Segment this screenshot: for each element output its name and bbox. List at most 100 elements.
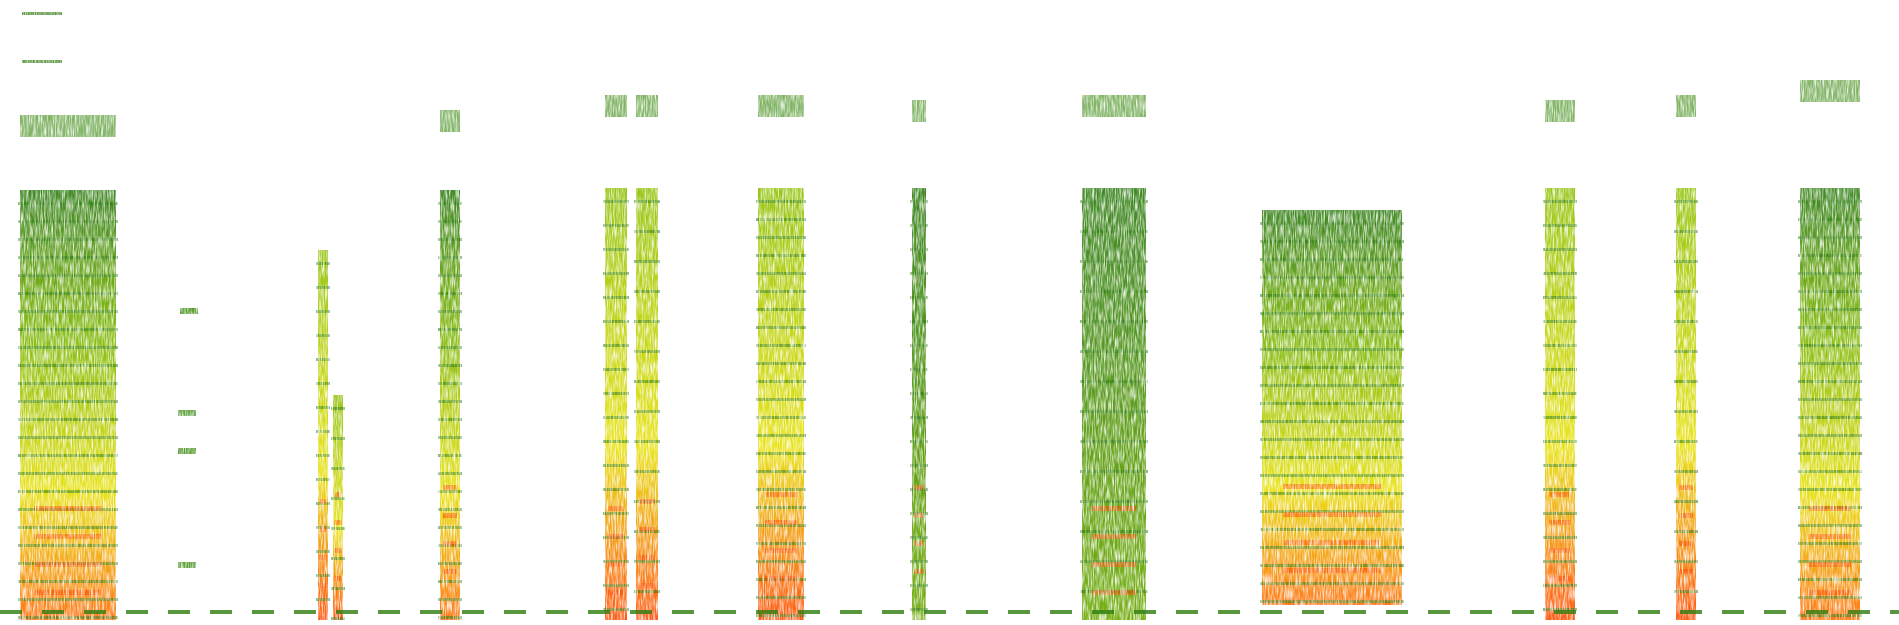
energy-peak	[34, 562, 101, 567]
top-tick-group	[22, 60, 62, 63]
harmonic-streak	[756, 218, 806, 221]
baseline-dash	[756, 610, 778, 614]
harmonic-streak	[331, 437, 345, 440]
harmonic-streak	[316, 454, 330, 457]
harmonic-streak	[910, 368, 928, 371]
segment-body	[318, 250, 328, 620]
spectrogram-segment	[316, 250, 330, 620]
baseline-dash	[1218, 610, 1240, 614]
harmonic-streak	[603, 584, 629, 587]
baseline-dash	[798, 610, 820, 614]
harmonic-streak	[1798, 218, 1862, 221]
harmonic-streak	[756, 290, 806, 293]
energy-peak	[335, 548, 342, 553]
harmonic-streak	[1543, 200, 1577, 203]
energy-peak	[914, 485, 924, 490]
baseline-dash	[1134, 610, 1156, 614]
harmonic-streak	[438, 202, 462, 205]
harmonic-streak	[634, 320, 660, 323]
energy-peak	[335, 520, 342, 525]
harmonic-streak	[1543, 368, 1577, 371]
baseline-dash	[210, 610, 232, 614]
baseline-dash	[126, 610, 148, 614]
energy-peak	[639, 583, 654, 588]
baseline-dash	[1638, 610, 1660, 614]
harmonic-streak	[316, 334, 330, 337]
harmonic-streak	[316, 406, 330, 409]
top-tick	[22, 12, 62, 15]
harmonic-streak	[1260, 330, 1404, 333]
energy-peak	[1679, 485, 1693, 490]
baseline-dash	[1512, 610, 1534, 614]
harmonic-streak	[603, 344, 629, 347]
harmonic-streak	[603, 368, 629, 371]
harmonic-streak	[756, 326, 806, 329]
harmonic-streak	[756, 470, 806, 473]
harmonic-streak	[1260, 492, 1404, 495]
spectrogram-segment	[438, 110, 462, 620]
harmonic-streak	[1798, 542, 1862, 545]
spectrogram-segment	[756, 95, 806, 620]
baseline-dash	[504, 610, 526, 614]
upper-band	[605, 95, 627, 117]
harmonic-streak	[316, 598, 330, 601]
harmonic-streak	[438, 310, 462, 313]
spectrogram-segment	[1674, 95, 1698, 620]
harmonic-streak	[756, 542, 806, 545]
harmonic-streak	[438, 274, 462, 277]
harmonic-streak	[1260, 582, 1404, 585]
energy-peak	[639, 499, 654, 504]
harmonic-streak	[1798, 344, 1862, 347]
harmonic-streak	[634, 290, 660, 293]
energy-peak	[765, 520, 797, 525]
energy-peak	[443, 513, 457, 518]
energy-peak	[608, 562, 623, 567]
harmonic-streak	[1798, 290, 1862, 293]
energy-peak	[320, 527, 327, 532]
harmonic-streak	[1798, 452, 1862, 455]
harmonic-streak	[756, 398, 806, 401]
harmonic-streak	[438, 472, 462, 475]
baseline-dash	[42, 610, 64, 614]
energy-peak	[608, 506, 623, 511]
harmonic-streak	[331, 557, 345, 560]
energy-peak	[443, 541, 457, 546]
harmonic-streak	[1798, 434, 1862, 437]
harmonic-streak	[1260, 240, 1404, 243]
harmonic-streak	[1798, 398, 1862, 401]
baseline-dash	[420, 610, 442, 614]
harmonic-streak	[1674, 260, 1698, 263]
harmonic-streak	[634, 260, 660, 263]
harmonic-streak	[603, 320, 629, 323]
energy-peak	[335, 576, 342, 581]
harmonic-streak	[438, 598, 462, 601]
baseline-dash	[1176, 610, 1198, 614]
baseline-dash	[1890, 610, 1899, 614]
energy-peak	[639, 555, 654, 560]
harmonic-streak	[316, 358, 330, 361]
energy-peak	[914, 569, 924, 574]
harmonic-streak	[756, 614, 806, 617]
harmonic-streak	[1543, 584, 1577, 587]
harmonic-streak	[1798, 488, 1862, 491]
harmonic-streak	[18, 454, 118, 457]
energy-peak	[914, 541, 924, 546]
spectrogram-segment	[1260, 210, 1404, 605]
harmonic-streak	[1543, 440, 1577, 443]
baseline-dash	[336, 610, 358, 614]
top-tick-group	[22, 12, 62, 15]
energy-peak	[1809, 534, 1851, 539]
energy-peak	[639, 527, 654, 532]
harmonic-streak	[1080, 200, 1148, 203]
harmonic-streak	[18, 526, 118, 529]
harmonic-streak	[1674, 410, 1698, 413]
harmonic-streak	[331, 617, 345, 620]
harmonic-streak	[1798, 200, 1862, 203]
harmonic-streak	[634, 440, 660, 443]
harmonic-streak	[18, 490, 118, 493]
baseline-dash	[1302, 610, 1324, 614]
harmonic-streak	[910, 416, 928, 419]
harmonic-streak	[316, 382, 330, 385]
energy-peak	[34, 506, 101, 511]
